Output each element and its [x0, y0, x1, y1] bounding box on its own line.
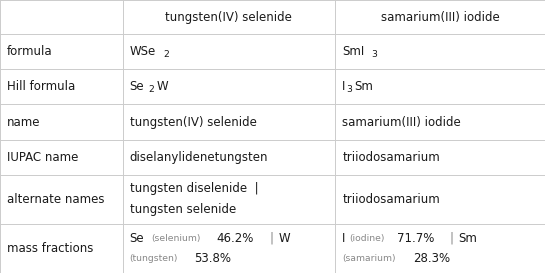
Text: triiodosamarium: triiodosamarium: [342, 193, 440, 206]
Text: triiodosamarium: triiodosamarium: [342, 151, 440, 164]
Text: 28.3%: 28.3%: [414, 252, 451, 265]
Text: 3: 3: [371, 50, 377, 59]
Text: 3: 3: [347, 85, 353, 94]
Text: WSe: WSe: [130, 45, 156, 58]
Text: (samarium): (samarium): [342, 254, 396, 263]
Text: samarium(III) iodide: samarium(III) iodide: [342, 115, 461, 129]
Text: (tungsten): (tungsten): [130, 254, 178, 263]
Text: W: W: [278, 232, 290, 245]
Text: I: I: [342, 232, 346, 245]
Text: 2: 2: [149, 85, 154, 94]
Text: formula: formula: [7, 45, 53, 58]
Text: tungsten diselenide  |: tungsten diselenide |: [130, 182, 258, 195]
Text: tungsten selenide: tungsten selenide: [130, 203, 236, 216]
Text: SmI: SmI: [342, 45, 365, 58]
Text: diselanylidenetungsten: diselanylidenetungsten: [130, 151, 268, 164]
Text: mass fractions: mass fractions: [7, 242, 93, 255]
Text: (iodine): (iodine): [349, 234, 384, 243]
Text: 53.8%: 53.8%: [195, 252, 231, 265]
Text: tungsten(IV) selenide: tungsten(IV) selenide: [130, 115, 257, 129]
Text: |: |: [449, 232, 453, 245]
Text: samarium(III) iodide: samarium(III) iodide: [381, 11, 499, 24]
Text: W: W: [156, 81, 168, 93]
Text: 71.7%: 71.7%: [397, 232, 434, 245]
Text: 2: 2: [164, 50, 169, 59]
Text: IUPAC name: IUPAC name: [7, 151, 78, 164]
Text: Hill formula: Hill formula: [7, 81, 75, 93]
Text: Sm: Sm: [459, 232, 477, 245]
Text: I: I: [342, 81, 346, 93]
Text: |: |: [269, 232, 273, 245]
Text: name: name: [7, 115, 40, 129]
Text: Se: Se: [130, 232, 144, 245]
Text: 46.2%: 46.2%: [217, 232, 254, 245]
Text: Sm: Sm: [354, 81, 373, 93]
Text: (selenium): (selenium): [151, 234, 200, 243]
Text: tungsten(IV) selenide: tungsten(IV) selenide: [166, 11, 292, 24]
Text: Se: Se: [130, 81, 144, 93]
Text: alternate names: alternate names: [7, 193, 105, 206]
